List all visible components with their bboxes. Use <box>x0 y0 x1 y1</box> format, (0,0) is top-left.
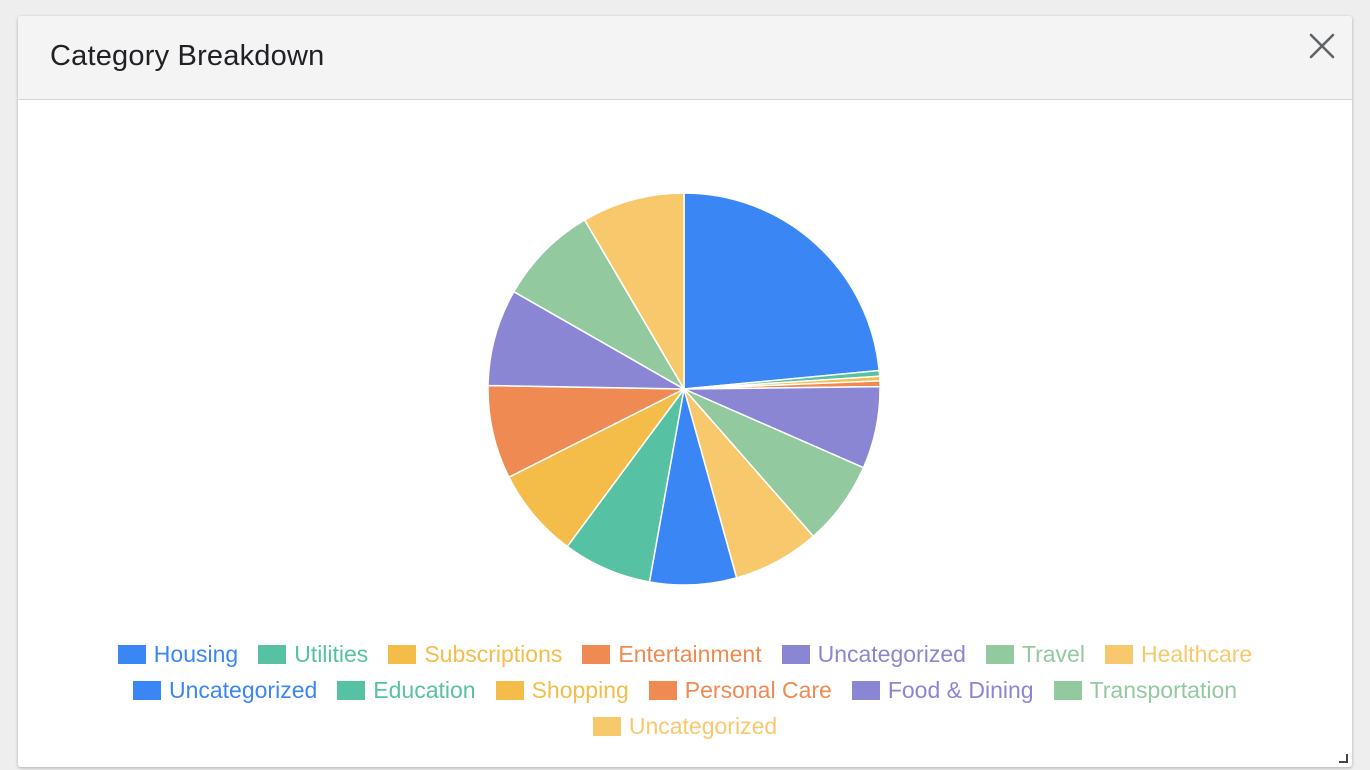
legend-item[interactable]: Uncategorized <box>781 639 966 669</box>
legend-label: Utilities <box>294 640 369 667</box>
legend-label: Shopping <box>531 676 629 703</box>
legend-label: Travel <box>1021 640 1085 667</box>
legend-item[interactable]: Subscriptions <box>388 639 562 669</box>
chart-area: Housing Utilities Subscriptions Entertainme… <box>18 100 1352 767</box>
pie-slice-14[interactable] <box>583 192 685 392</box>
legend-swatch <box>337 680 366 700</box>
legend-item[interactable]: Transportation <box>1053 675 1238 705</box>
legend-item[interactable]: Food & Dining <box>851 675 1034 705</box>
legend-swatch <box>851 680 880 700</box>
legend-item[interactable]: Personal Care <box>648 675 832 705</box>
legend-item[interactable]: Uncategorized <box>592 711 778 741</box>
legend-item[interactable]: Shopping <box>495 675 629 705</box>
legend-item[interactable]: Utilities <box>258 639 368 669</box>
legend-swatch <box>985 644 1014 664</box>
category-breakdown-dialog: Category Breakdown Housing Utilities Subsc… <box>18 16 1352 767</box>
legend-swatch <box>582 644 611 664</box>
legend-label: Transportation <box>1089 676 1238 703</box>
legend-label: Subscriptions <box>424 640 563 667</box>
pie-slice-1[interactable] <box>683 192 880 390</box>
legend-item[interactable]: Uncategorized <box>132 675 318 705</box>
pie-chart <box>487 192 881 586</box>
pie-slice-13[interactable] <box>512 219 687 392</box>
legend-swatch <box>648 680 677 700</box>
legend-swatch <box>592 716 621 736</box>
legend-label: Education <box>373 676 476 703</box>
dialog-title: Category Breakdown <box>50 40 325 72</box>
legend-swatch <box>781 644 810 664</box>
dialog-header: Category Breakdown <box>18 16 1352 100</box>
legend-swatch <box>1053 680 1082 700</box>
resize-handle-icon[interactable] <box>1338 753 1348 763</box>
legend-swatch <box>388 644 417 664</box>
close-icon <box>1309 33 1335 59</box>
legend-item[interactable]: Entertainment <box>582 639 762 669</box>
legend-label: Uncategorized <box>817 640 966 667</box>
legend-label: Healthcare <box>1140 640 1253 667</box>
close-button[interactable] <box>1306 30 1338 62</box>
legend-label: Uncategorized <box>628 712 778 739</box>
legend-label: Entertainment <box>618 640 762 667</box>
chart-legend: Housing Utilities Subscriptions Entertainme… <box>58 639 1312 741</box>
legend-label: Uncategorized <box>168 676 318 703</box>
legend-item[interactable]: Healthcare <box>1104 639 1253 669</box>
legend-swatch <box>1104 644 1133 664</box>
legend-swatch <box>117 644 146 664</box>
legend-item[interactable]: Travel <box>985 639 1085 669</box>
legend-label: Personal Care <box>684 676 832 703</box>
legend-swatch <box>495 680 524 700</box>
legend-label: Food & Dining <box>887 676 1034 703</box>
legend-swatch <box>132 680 161 700</box>
pie-slice-12[interactable] <box>487 290 685 390</box>
legend-label: Housing <box>153 640 239 667</box>
pie-slice-11[interactable] <box>487 384 685 479</box>
legend-item[interactable]: Housing <box>117 639 239 669</box>
legend-item[interactable]: Education <box>337 675 476 705</box>
legend-swatch <box>258 644 287 664</box>
